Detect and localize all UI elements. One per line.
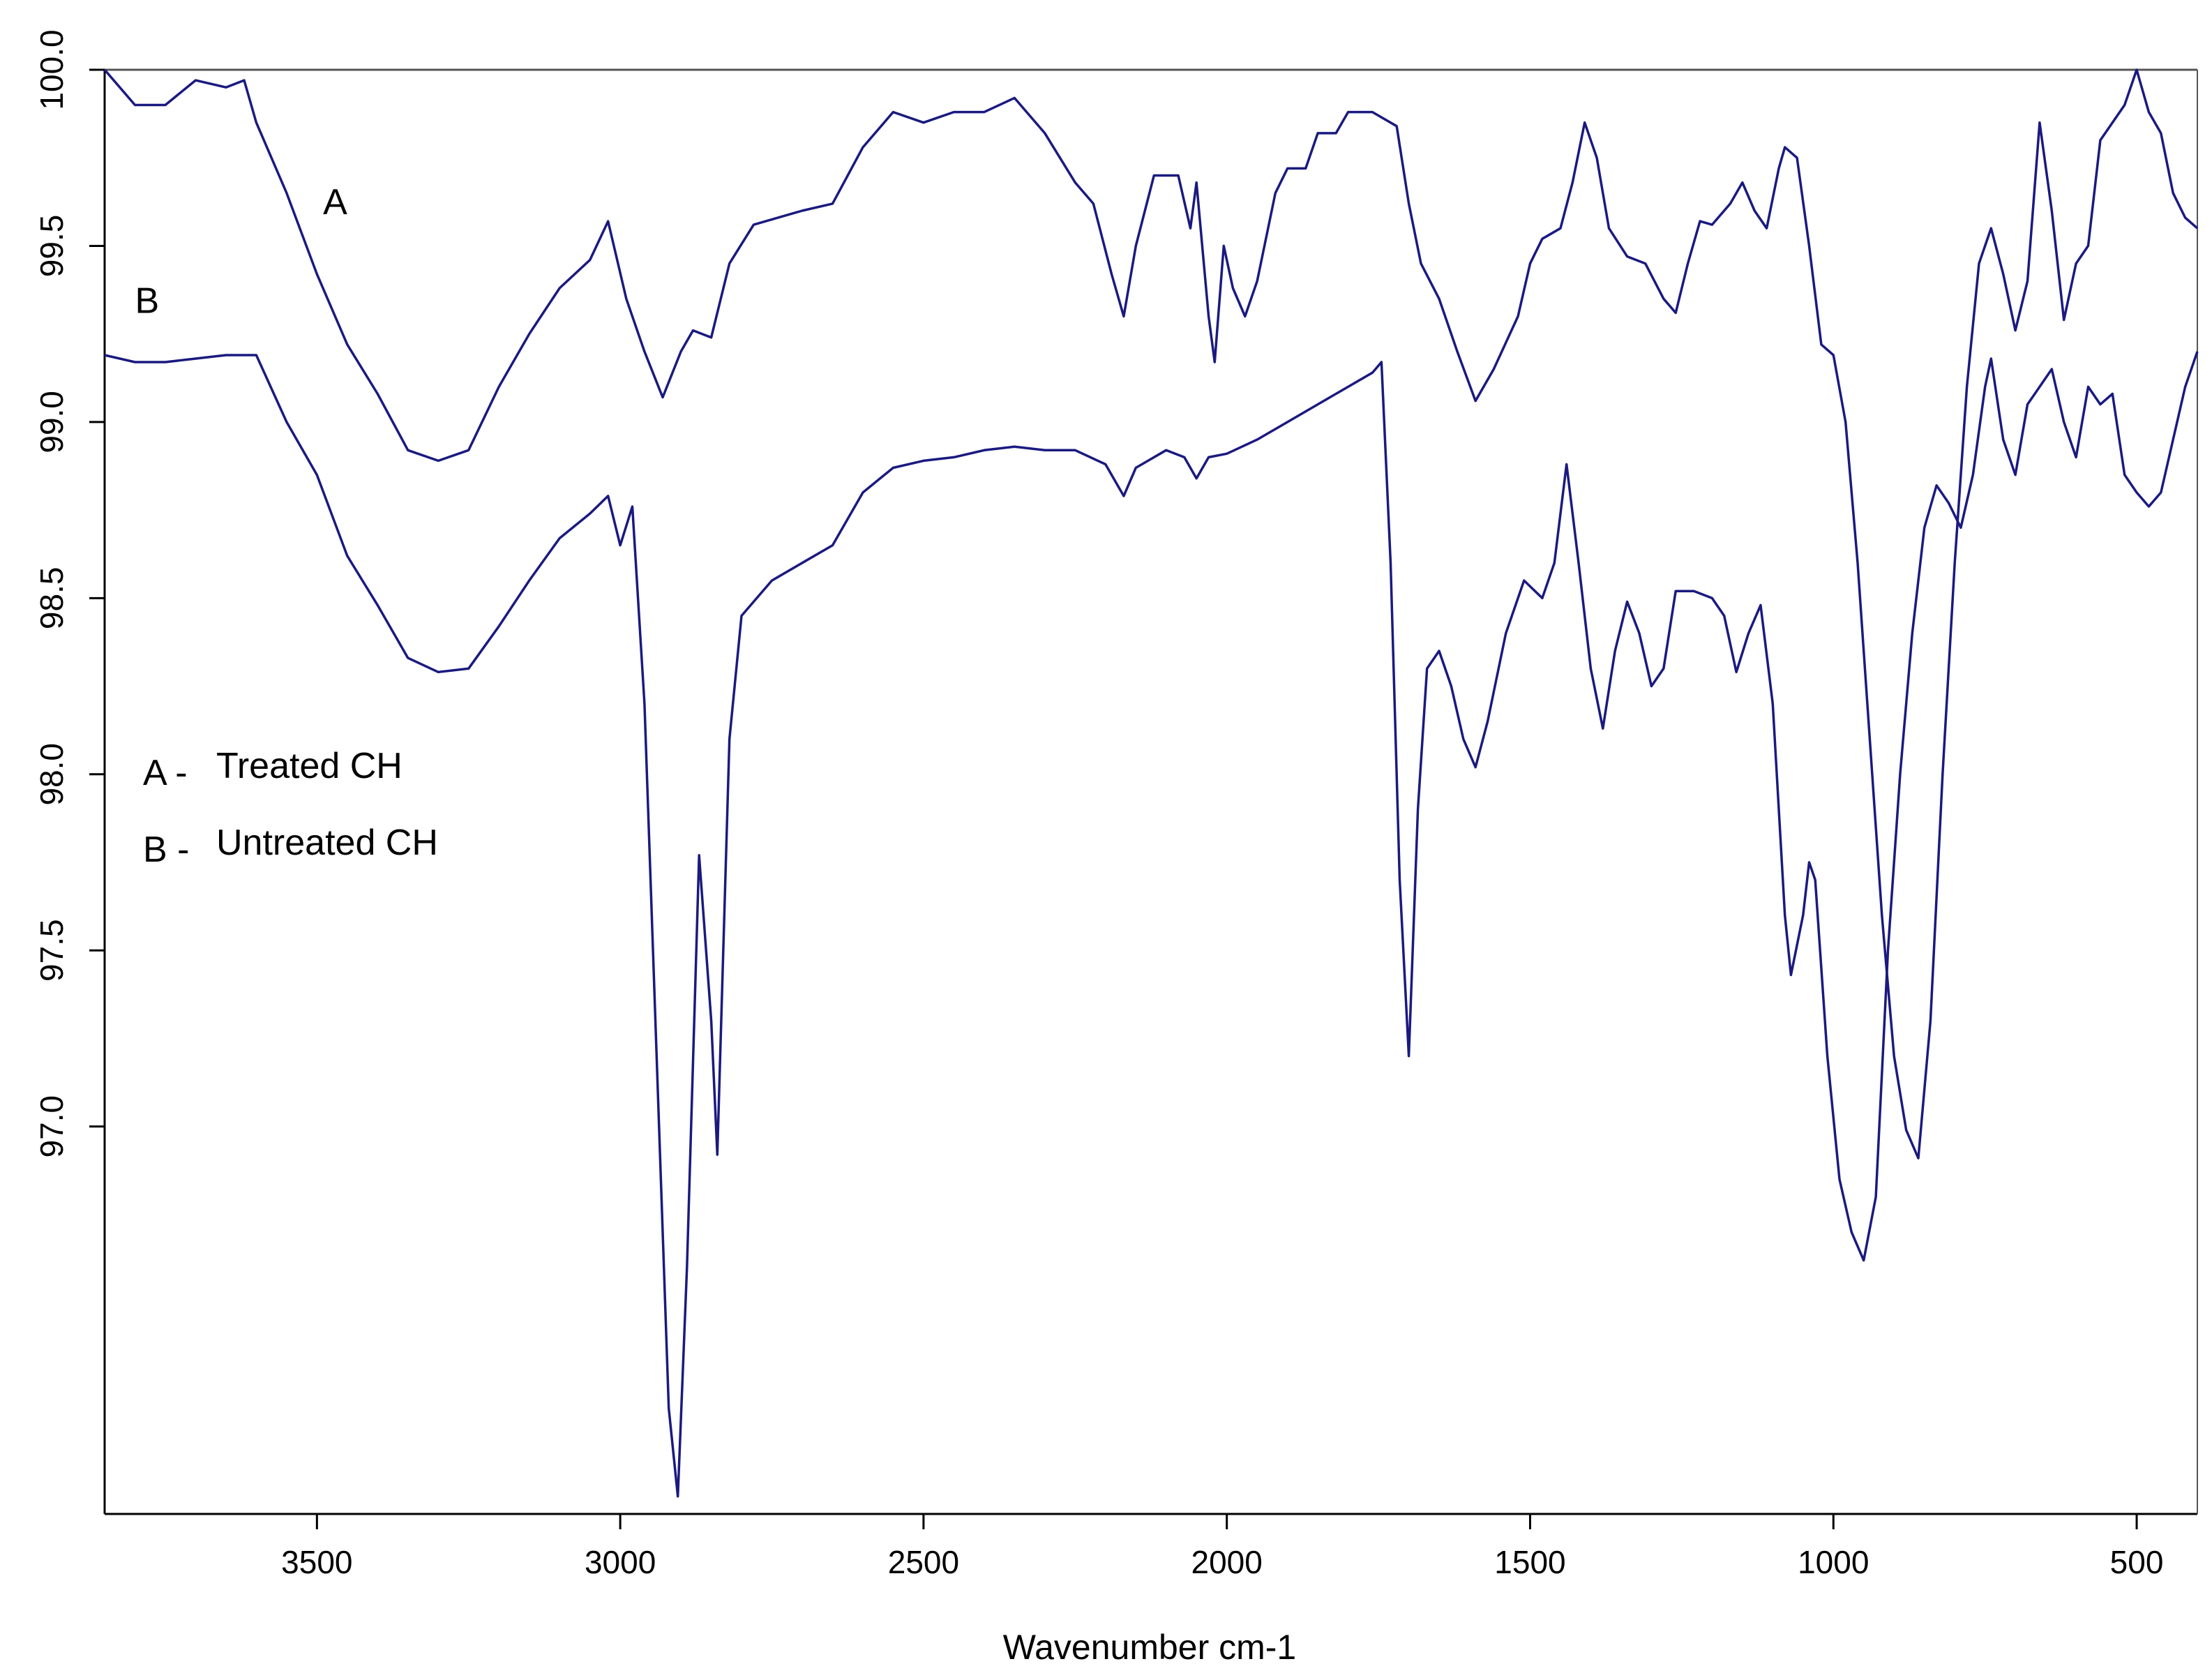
- legend-key: A -: [143, 753, 188, 793]
- legend-label: Untreated CH: [216, 823, 438, 863]
- series-line-a: [103, 68, 2199, 1160]
- series-layer: [103, 68, 2199, 1498]
- series-line-b: [104, 351, 2199, 1498]
- y-tick-label: 97.0: [33, 1095, 70, 1158]
- x-tick-label: 2500: [888, 1544, 959, 1580]
- x-tick-label: 500: [2110, 1544, 2164, 1580]
- legend-key: B -: [143, 830, 189, 870]
- x-tick-label: 1000: [1798, 1544, 1869, 1580]
- legend-label: Treated CH: [216, 746, 402, 786]
- curve-label-a: A: [323, 182, 347, 223]
- annotation-layer: AB: [135, 182, 348, 321]
- y-tick-label: 98.5: [33, 567, 70, 630]
- x-tick-label: 1500: [1494, 1544, 1565, 1580]
- y-tick-label: 100.0: [33, 29, 70, 110]
- y-tick-label: 97.5: [33, 919, 70, 982]
- plot-frame: [103, 68, 2198, 1515]
- x-tick-label: 3000: [585, 1544, 656, 1580]
- x-axis: 3500 3000 2500 2000 1500 1000 500: [281, 1514, 2163, 1580]
- y-tick-label: 99.0: [33, 391, 70, 453]
- x-axis-title: Wavenumber cm-1: [1003, 1628, 1296, 1667]
- x-tick-label: 3500: [281, 1544, 352, 1580]
- curve-label-b: B: [135, 280, 160, 321]
- y-tick-label: 99.5: [33, 215, 70, 278]
- y-axis: 100.0 99.5 99.0 98.5 98.0 97.5 97.0: [33, 29, 105, 1157]
- y-tick-label: 98.0: [33, 743, 70, 806]
- x-tick-label: 2000: [1191, 1544, 1263, 1580]
- legend: A - Treated CH B - Untreated CH: [143, 746, 438, 870]
